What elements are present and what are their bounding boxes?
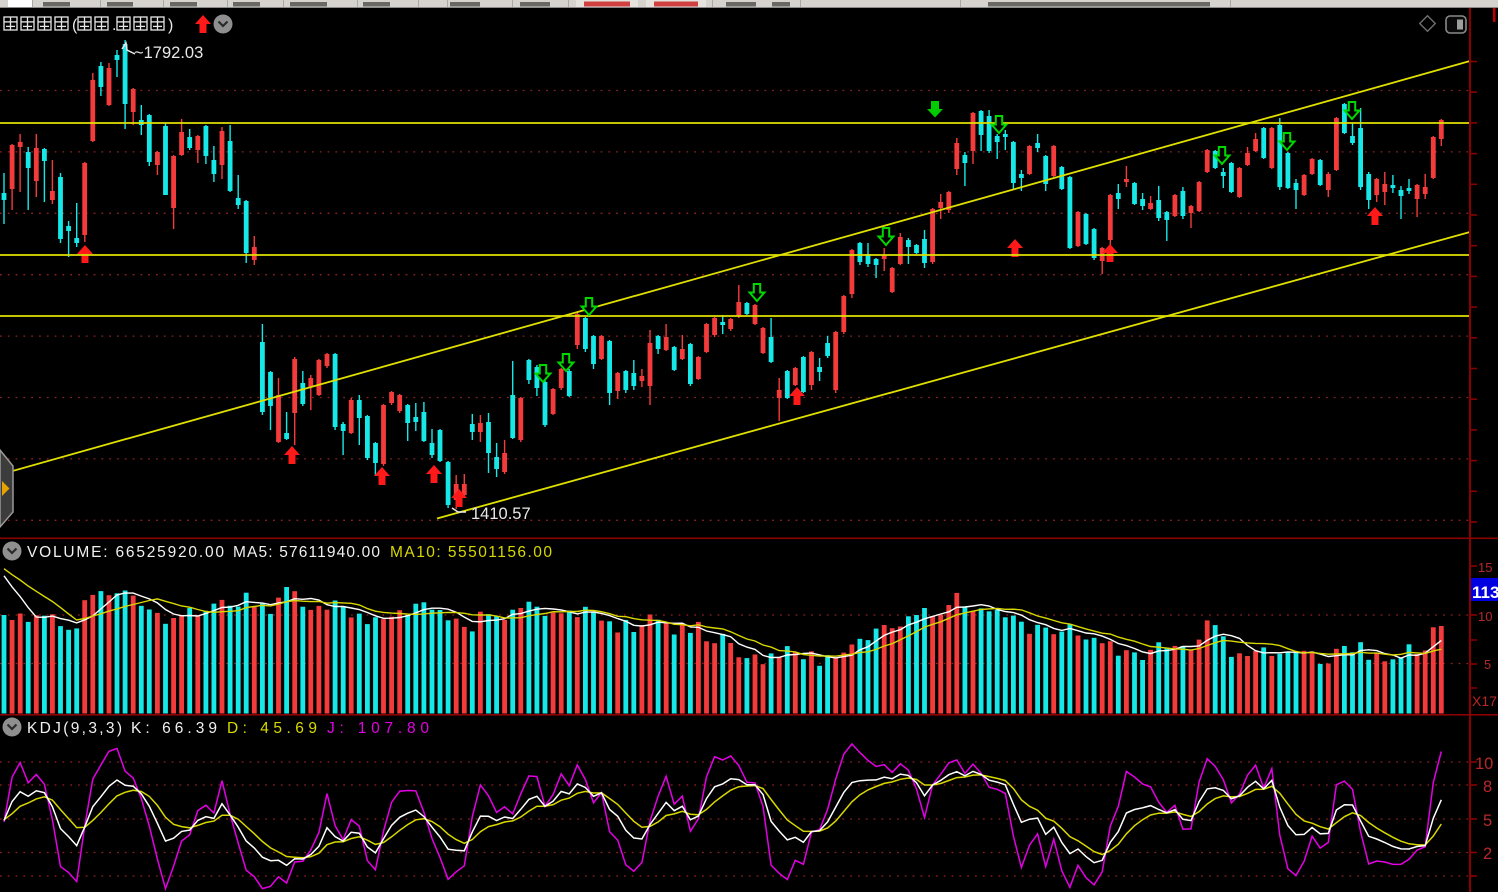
svg-text:KDJ(9,3,3): KDJ(9,3,3)	[27, 720, 122, 737]
svg-text:15: 15	[1478, 560, 1492, 575]
svg-text:(: (	[72, 17, 78, 34]
svg-text:113: 113	[1472, 583, 1498, 602]
svg-text:J: 107.80: J: 107.80	[327, 720, 429, 737]
svg-text:10: 10	[1478, 609, 1492, 624]
svg-text:~1792.03: ~1792.03	[134, 44, 203, 62]
svg-text:.: .	[112, 17, 116, 34]
svg-text:MA5: 57611940.00: MA5: 57611940.00	[233, 544, 380, 561]
svg-text:VOLUME: 66525920.00: VOLUME: 66525920.00	[27, 544, 224, 561]
svg-text:X17: X17	[1472, 693, 1497, 709]
svg-text:10: 10	[1475, 755, 1493, 773]
svg-text:2: 2	[1483, 845, 1492, 863]
svg-text:1410.57: 1410.57	[471, 505, 531, 523]
svg-text:5: 5	[1483, 812, 1492, 830]
svg-text:MA10: 55501156.00: MA10: 55501156.00	[390, 544, 552, 561]
svg-text:): )	[168, 17, 173, 34]
svg-text:8: 8	[1483, 778, 1492, 796]
svg-text:5: 5	[1484, 657, 1491, 672]
